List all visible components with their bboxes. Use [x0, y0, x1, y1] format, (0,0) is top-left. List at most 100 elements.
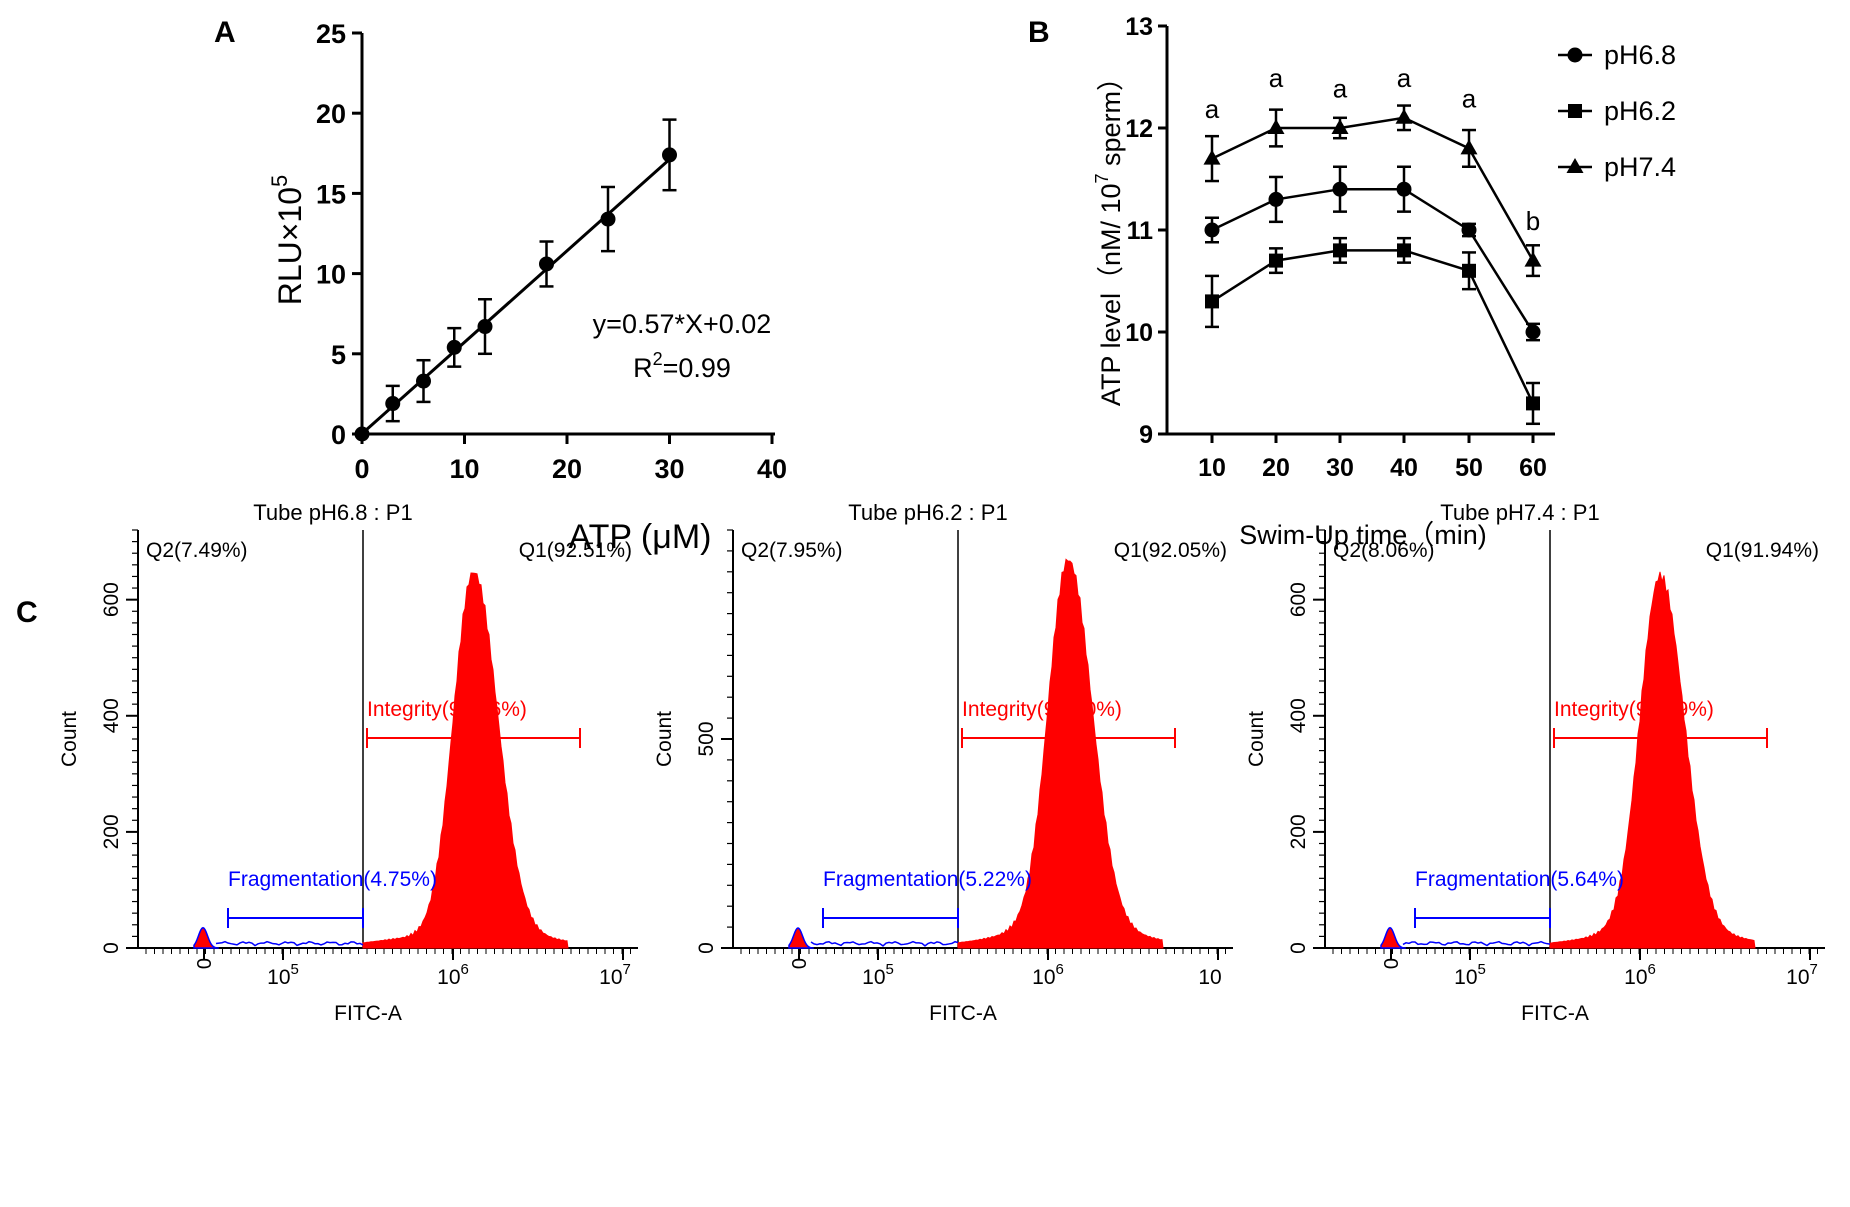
- panel-b-series-line: [1211, 116, 1535, 262]
- histogram-y-tick-label: 0: [695, 942, 718, 954]
- panel-a-x-label: ATP (μM): [569, 518, 712, 556]
- panel-a-fit-line: [361, 158, 671, 435]
- legend-marker: [1566, 158, 1584, 173]
- quadrant-q2-label: Q2(7.95%): [741, 539, 843, 562]
- panel-b-series-line: [1211, 187, 1535, 333]
- panel-b-x-tick-label: 50: [1455, 454, 1483, 482]
- histogram-y-tick-label: 600: [1287, 582, 1310, 617]
- panel-a-y-tick-label: 10: [316, 260, 346, 290]
- series-ph68: [1204, 165, 1541, 342]
- histogram-x-tick-label: 105: [267, 961, 299, 989]
- debris-peak: [788, 927, 814, 949]
- legend-label: pH7.4: [1604, 152, 1676, 182]
- quadrant-q2-label: Q2(8.06%): [1333, 539, 1435, 562]
- histogram-title: Tube pH6.2 : P1: [848, 500, 1007, 525]
- histogram-x-zero-label: 0: [789, 958, 811, 969]
- histogram-x-tick-exp: 6: [1056, 961, 1064, 978]
- panel-a-y-label-main: RLU×10: [272, 187, 308, 305]
- panel-b-y-ticks: 9 10 11 12 13: [1125, 13, 1167, 449]
- fragmentation-label: Fragmentation(5.22%): [823, 868, 1032, 891]
- panel-a-letter: A: [214, 16, 236, 49]
- histogram-x-tick-label: 105: [1454, 961, 1486, 989]
- histogram-x-tick-base: 10: [1624, 966, 1647, 989]
- histogram-title: Tube pH7.4 : P1: [1440, 500, 1599, 525]
- panel-b-y-tick-label: 10: [1125, 319, 1153, 347]
- panel-b-data-point: [1269, 253, 1283, 268]
- histogram-y-label: Count: [1245, 711, 1268, 767]
- histogram-y-label: Count: [653, 711, 676, 767]
- integrity-label: Integrity(91.69%): [1554, 698, 1714, 721]
- panel-b-data-point: [1203, 149, 1221, 165]
- panel-a-data-point: [446, 339, 462, 355]
- panel-b-significance-letter: a: [1269, 63, 1284, 93]
- panel-b-annotations: a a a a a b: [1205, 63, 1540, 236]
- panel-b-data-point: [1525, 324, 1541, 340]
- histogram-title: Tube pH6.8 : P1: [253, 500, 412, 525]
- series-ph62: [1205, 236, 1540, 426]
- panel-a-data-point: [477, 319, 493, 335]
- integrity-label: Integrity(91.90%): [962, 698, 1122, 721]
- panel-b-data-point: [1205, 294, 1219, 309]
- panel-b-data-point: [1268, 191, 1284, 207]
- histogram-x-tick-label: 10: [1198, 966, 1221, 989]
- debris-peak: [1380, 926, 1406, 949]
- panel-b-data-point: [1331, 119, 1349, 134]
- histogram-y-tick-label: 600: [100, 582, 123, 617]
- legend-label: pH6.2: [1604, 96, 1676, 126]
- fragmentation-trace: [215, 940, 364, 947]
- histogram-x-tick-base: 10: [599, 966, 622, 989]
- panel-b-x-tick-label: 20: [1262, 454, 1290, 482]
- panel-b-data-point: [1333, 243, 1347, 258]
- panel-b-x-ticks: 10 20 30 40 50 60: [1198, 434, 1547, 482]
- histogram-x-tick-base: 10: [437, 966, 460, 989]
- histogram-y-tick-label: 200: [100, 814, 123, 849]
- panel-a-data-point: [354, 426, 370, 442]
- panel-b-y-tick-label: 11: [1127, 217, 1154, 245]
- panel-b-data-point: [1460, 139, 1478, 155]
- panel-b-y-label-pre: ATP level（nM/ 10: [1096, 183, 1126, 406]
- panel-b-data-point: [1462, 263, 1476, 278]
- panel-b-y-label: ATP level（nM/ 107 sperm）: [1092, 64, 1126, 406]
- panel-b-x-tick-label: 30: [1326, 454, 1354, 482]
- panel-b-data-point: [1524, 251, 1542, 267]
- fragmentation-label: Fragmentation(4.75%): [228, 868, 437, 891]
- quadrant-q2-label: Q2(7.49%): [146, 539, 248, 562]
- histogram-x-tick-label: 106: [1624, 961, 1656, 989]
- histogram-x-tick-base: 10: [1454, 966, 1477, 989]
- panel-a-r2-sup: 2: [653, 349, 663, 369]
- histogram-y-tick-label: 200: [1287, 814, 1310, 849]
- panel-b-y-tick-label: 12: [1125, 115, 1153, 143]
- panel-a-r2: R2=0.99: [633, 349, 731, 383]
- panel-b-data-point: [1526, 396, 1540, 411]
- quadrant-q1-label: Q1(91.94%): [1706, 539, 1819, 562]
- panel-c-letter: C: [16, 596, 38, 629]
- fragmentation-label: Fragmentation(5.64%): [1415, 868, 1624, 891]
- histogram-x-tick-exp: 7: [623, 961, 631, 978]
- panel-b-data-point: [1332, 181, 1348, 197]
- histogram-x-tick-label: 106: [437, 961, 469, 989]
- panel-b-significance-letter: a: [1205, 94, 1220, 124]
- debris-peak: [193, 926, 219, 949]
- fragmentation-trace: [1402, 940, 1551, 947]
- histogram-x-tick-base: 10: [267, 966, 290, 989]
- panel-b-significance-letter: a: [1462, 84, 1477, 114]
- panel-a-x-tick-label: 20: [552, 454, 582, 484]
- panel-b-data-point: [1396, 181, 1412, 197]
- legend-label: pH6.8: [1604, 40, 1676, 70]
- panel-a-r2-prefix: R: [633, 353, 653, 383]
- histogram-x-tick-base: 10: [862, 966, 885, 989]
- panel-a-y-tick-label: 0: [331, 420, 346, 450]
- panel-a-data-point: [662, 147, 677, 163]
- panel-b-series-line: [1211, 249, 1535, 404]
- panel-a-x-tick-label: 10: [449, 454, 479, 484]
- histogram-x-tick-exp: 7: [1810, 961, 1818, 978]
- histogram-x-label: FITC-A: [334, 1002, 402, 1025]
- panel-b-significance-letter: b: [1526, 206, 1540, 236]
